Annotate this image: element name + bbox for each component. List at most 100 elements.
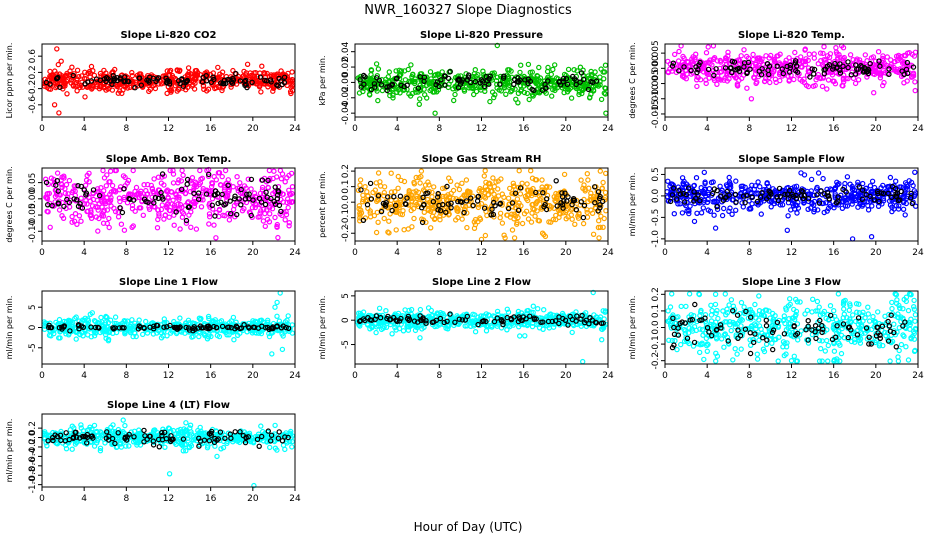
data-point — [375, 97, 381, 104]
data-point — [806, 51, 813, 57]
y-axis-label: ml/min per min. — [5, 296, 14, 360]
data-point-outlier — [603, 110, 609, 116]
x-tick-label: 20 — [870, 124, 882, 134]
data-point — [76, 213, 83, 219]
data-point — [694, 83, 700, 90]
data-point — [66, 177, 73, 184]
data-point — [357, 177, 364, 183]
data-point — [119, 90, 125, 97]
data-point — [454, 182, 460, 188]
data-point — [538, 78, 544, 85]
data-point — [386, 69, 392, 75]
data-point — [115, 90, 122, 96]
reference-point — [438, 77, 444, 83]
reference-point — [155, 75, 162, 81]
data-point — [360, 192, 366, 198]
data-point — [203, 88, 210, 94]
data-point-outlier — [51, 102, 58, 108]
data-point-outlier — [849, 236, 856, 242]
reference-point — [848, 72, 855, 78]
data-point-outlier — [56, 110, 62, 116]
data-point — [524, 181, 530, 187]
data-point — [140, 212, 146, 218]
data-point — [528, 167, 534, 174]
x-tick-label: 24 — [912, 248, 924, 258]
panel-title: Slope Gas Stream RH — [422, 154, 542, 165]
data-point — [264, 70, 270, 77]
data-point — [578, 177, 584, 183]
data-point — [231, 337, 237, 343]
data-points — [41, 290, 296, 357]
data-point — [509, 227, 516, 233]
data-point-outlier — [213, 235, 219, 241]
data-point — [815, 170, 822, 176]
reference-point — [434, 79, 440, 85]
y-tick-label: 0.0 — [341, 195, 351, 210]
reference-point — [394, 75, 400, 81]
data-point — [151, 176, 157, 182]
data-point — [139, 331, 146, 338]
x-tick-label: 24 — [289, 371, 301, 381]
x-tick-label: 12 — [786, 124, 797, 134]
panel-title: Slope Line 1 Flow — [119, 277, 218, 288]
y-tick-label: -0.2 — [28, 80, 38, 98]
data-point — [733, 178, 739, 184]
data-point — [549, 93, 555, 99]
reference-point — [811, 71, 817, 77]
data-point — [494, 85, 500, 91]
data-point — [508, 68, 514, 74]
data-point — [248, 186, 254, 192]
data-point-outlier — [748, 96, 755, 102]
data-point — [693, 174, 700, 181]
data-point-outlier — [868, 233, 875, 240]
data-point-outlier — [432, 110, 438, 116]
data-point — [471, 91, 477, 98]
x-tick-label: 4 — [81, 248, 87, 258]
data-point — [379, 87, 386, 94]
data-point — [820, 175, 826, 182]
data-point — [52, 68, 58, 74]
reference-point — [472, 78, 479, 85]
reference-point — [357, 77, 363, 83]
reference-point — [138, 82, 144, 88]
data-point — [362, 183, 368, 190]
reference-point — [54, 75, 60, 82]
data-point — [472, 66, 478, 73]
reference-point — [249, 79, 255, 86]
data-point — [729, 211, 735, 217]
data-point — [416, 101, 422, 108]
data-point — [408, 62, 414, 68]
data-point — [260, 218, 267, 224]
data-point — [383, 308, 389, 314]
data-point — [246, 76, 252, 83]
data-point — [584, 170, 591, 177]
data-point — [100, 167, 106, 174]
reference-point — [545, 78, 551, 84]
data-point — [912, 87, 918, 94]
data-point-outlier — [269, 351, 275, 357]
data-point — [900, 206, 907, 212]
reference-point — [267, 77, 274, 83]
x-tick-label: 12 — [163, 124, 174, 134]
data-point — [714, 81, 720, 88]
data-point — [821, 44, 827, 50]
reference-point — [184, 181, 190, 187]
data-point-outlier — [487, 98, 493, 105]
data-point-outlier — [494, 42, 500, 49]
x-tick-label: 4 — [704, 248, 710, 258]
data-point — [597, 168, 604, 174]
y-tick-label: 0.1 — [341, 179, 351, 193]
reference-point — [244, 84, 250, 91]
data-point — [56, 207, 63, 213]
data-point — [78, 218, 84, 224]
x-tick-label: 8 — [123, 248, 129, 258]
reference-point — [57, 84, 63, 91]
data-point — [95, 228, 101, 234]
data-point — [602, 189, 609, 196]
reference-point — [243, 81, 249, 88]
x-tick-label: 12 — [163, 248, 174, 258]
reference-point — [70, 72, 76, 79]
data-point — [409, 90, 416, 97]
data-point — [893, 178, 899, 184]
data-point — [73, 336, 79, 342]
